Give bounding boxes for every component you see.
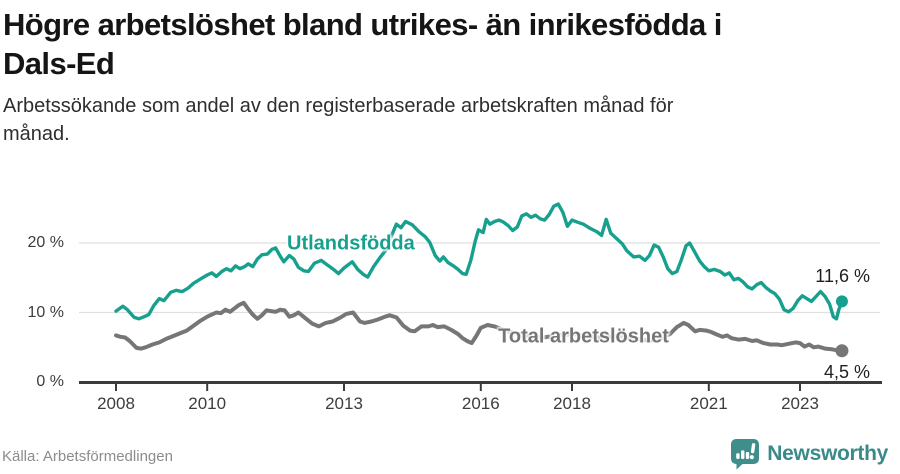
brand-name: Newsworthy: [767, 442, 888, 465]
x-axis-label-2013: 2013: [325, 394, 363, 413]
x-axis-label-2008: 2008: [97, 394, 135, 413]
newsworthy-bubble-chart-icon: [730, 438, 760, 470]
x-axis-label-2023: 2023: [781, 394, 819, 413]
series-line-0: [114, 202, 844, 321]
x-axis-label-2021: 2021: [689, 394, 728, 413]
x-axis-label-2018: 2018: [553, 394, 591, 413]
chart-subtitle: Arbetssökande som andel av den registerb…: [3, 92, 673, 148]
title-line-2: Dals-Ed: [3, 46, 115, 81]
source-note: Källa: Arbetsförmedlingen: [2, 448, 173, 465]
series-line-1: [114, 300, 844, 353]
series-label-1: Total arbetslöshet: [498, 325, 669, 348]
end-value-label-1: 4,5 %: [823, 361, 870, 382]
series-label-0: Utlandsfödda: [287, 232, 415, 255]
subtitle-line-2: månad.: [3, 123, 70, 145]
y-axis-label-10: 10 %: [27, 303, 64, 321]
y-axis-label-0: 0 %: [36, 373, 64, 390]
x-axis-label-2016: 2016: [461, 394, 500, 413]
y-axis-label-20: 20 %: [27, 234, 64, 251]
subtitle-line-1: Arbetssökande som andel av den registerb…: [3, 95, 674, 117]
newsworthy-brand-link[interactable]: Newsworthy: [730, 438, 888, 470]
series-end-dot-1: [835, 344, 849, 358]
page-title: Högre arbetslöshet bland utrikes- än inr…: [3, 5, 722, 83]
end-value-label-0: 11,6 %: [815, 266, 870, 287]
x-axis-label-2010: 2010: [188, 394, 227, 413]
title-line-1: Högre arbetslöshet bland utrikes- än inr…: [3, 7, 722, 42]
series-end-dot-0: [835, 295, 848, 308]
